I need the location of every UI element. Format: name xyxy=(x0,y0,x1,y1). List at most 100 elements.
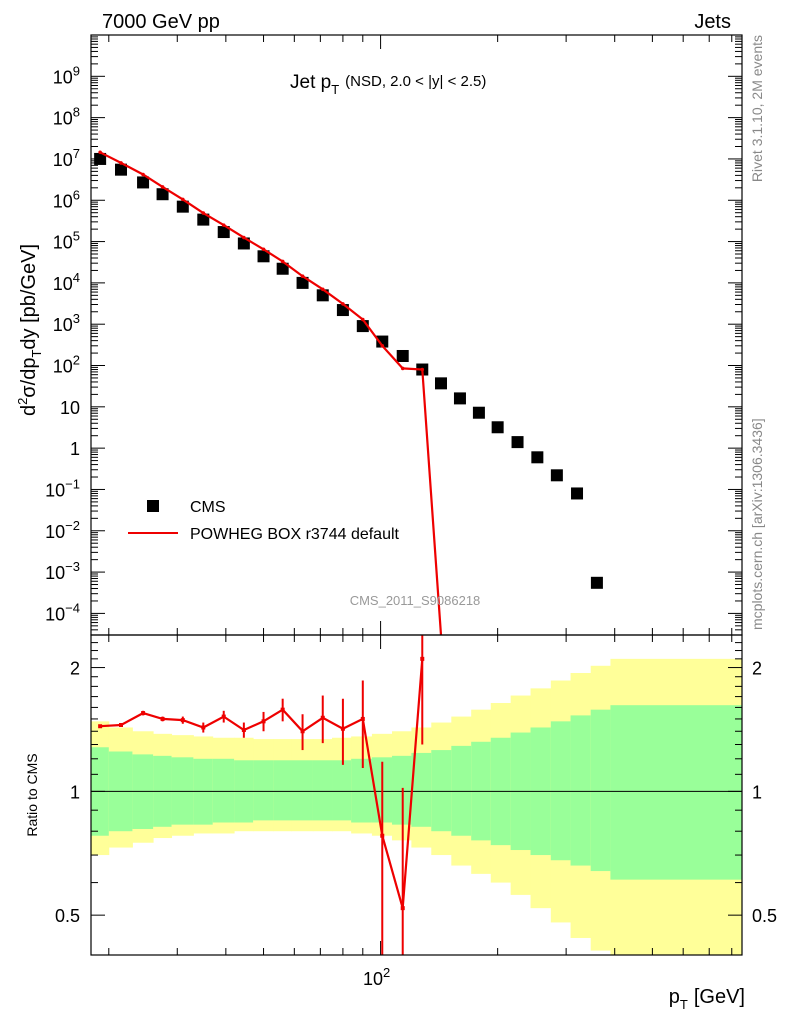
powheg-line xyxy=(99,151,443,636)
main-watermark: CMS_2011_S9086218 xyxy=(350,593,481,608)
y-axis-label-tail: dy [pb/GeV] xyxy=(18,244,40,350)
cms-data-point xyxy=(296,276,309,289)
legend-cms-label: CMS xyxy=(190,499,226,516)
powheg-point xyxy=(160,185,165,189)
main-panel-content: 10910810710610510410310210110−110−210−31… xyxy=(45,35,742,636)
legend-cms-marker xyxy=(147,500,159,512)
cms-data-point xyxy=(550,469,563,482)
powheg-point xyxy=(261,247,266,252)
header-right-label: Jets xyxy=(694,11,731,33)
main-y-tick-label: 102 xyxy=(53,353,80,377)
uncertainty-band-inner xyxy=(312,760,333,821)
main-y-tick-label: 105 xyxy=(53,229,80,253)
cms-data-point xyxy=(434,377,447,390)
ratio-y-axis-label: Ratio to CMS xyxy=(24,753,40,836)
main-title-main: Jet p xyxy=(290,72,331,93)
ratio-point xyxy=(420,656,425,661)
ratio-point xyxy=(221,714,226,719)
y-axis-label-sigma: σ/dp xyxy=(18,358,40,398)
main-panel: 10910810710610510410310210110−110−210−31… xyxy=(15,34,743,636)
cms-data-point xyxy=(472,406,485,419)
main-y-tick-label: 10 xyxy=(60,398,80,418)
cms-data-point xyxy=(94,152,107,165)
legend-powheg-label: POWHEG BOX r3744 default xyxy=(190,526,400,543)
ratio-point xyxy=(340,726,345,731)
cms-data-point xyxy=(491,421,504,434)
powheg-point xyxy=(420,367,425,372)
x-axis-label-t: T xyxy=(680,997,688,1012)
x-axis-label-unit: [GeV] xyxy=(694,986,745,1008)
x-axis-label: pT [GeV] xyxy=(669,986,745,1012)
main-y-tick-label: 107 xyxy=(53,146,80,170)
rivet-label: Rivet 3.1.10, 2M events xyxy=(749,35,765,182)
ratio-panel-frame xyxy=(90,634,743,956)
main-y-tick-label: 109 xyxy=(53,63,80,87)
main-y-tick-label: 103 xyxy=(53,311,80,335)
cms-data-point xyxy=(156,188,169,201)
uncertainty-band-inner xyxy=(253,760,274,821)
cms-data-point xyxy=(115,163,128,176)
powheg-point xyxy=(380,344,385,348)
cms-data-point xyxy=(257,250,270,263)
ratio-point xyxy=(160,716,165,721)
cms-data-point xyxy=(531,451,544,464)
cms-data-point xyxy=(590,576,603,589)
cms-data-point xyxy=(137,176,150,189)
main-title-extra: (NSD, 2.0 < |y| < 2.5) xyxy=(345,73,486,90)
uncertainty-band-inner xyxy=(590,709,611,872)
cms-data-point xyxy=(453,392,466,405)
x-tick-label: 102 xyxy=(363,965,390,989)
y-axis-label-t: T xyxy=(29,350,44,358)
ratio-point xyxy=(380,833,385,838)
uncertainty-band-inner xyxy=(610,705,743,880)
powheg-point xyxy=(221,223,226,227)
ratio-y-tick-label-left: 0.5 xyxy=(55,906,80,926)
main-panel-frame xyxy=(90,34,743,636)
header-left-label: 7000 GeV pp xyxy=(102,11,220,33)
powheg-point xyxy=(341,302,345,306)
y-axis-label-2: 2 xyxy=(15,398,30,405)
uncertainty-band-inner xyxy=(550,721,572,861)
main-y-tick-label: 104 xyxy=(53,270,80,294)
ratio-point xyxy=(280,707,285,712)
powheg-point xyxy=(201,211,206,215)
powheg-point xyxy=(320,287,325,292)
ratio-point xyxy=(141,711,146,716)
ratio-y-tick-label-right: 2 xyxy=(752,659,762,679)
uncertainty-band-inner xyxy=(212,758,235,823)
uncertainty-band-inner xyxy=(273,760,292,821)
cms-data-point xyxy=(376,335,389,348)
uncertainty-band-inner xyxy=(431,750,452,832)
ratio-point xyxy=(320,715,325,720)
uncertainty-band-inner xyxy=(351,758,373,823)
ratio-point xyxy=(98,724,103,729)
ratio-y-tick-label-right: 1 xyxy=(752,782,762,802)
main-y-tick-label: 10−3 xyxy=(45,559,80,583)
uncertainty-band-inner xyxy=(332,760,352,821)
uncertainty-band-inner xyxy=(291,760,314,821)
powheg-point xyxy=(360,317,365,322)
ratio-point xyxy=(261,719,266,724)
uncertainty-band-inner xyxy=(451,745,472,836)
ratio-y-tick-label-right: 0.5 xyxy=(752,906,777,926)
cms-data-point xyxy=(511,436,524,449)
ratio-panel-content: 2 2 1 1 0.5 0.5 102 xyxy=(55,634,777,989)
mcplots-label: mcplots.cern.ch [arXiv:1306.3436] xyxy=(749,418,765,630)
ratio-point xyxy=(180,718,185,723)
ratio-panel: 2 2 1 1 0.5 0.5 102 Ratio to CMS pT [GeV] xyxy=(24,634,777,1012)
powheg-point xyxy=(300,274,305,279)
legend: CMS POWHEG BOX r3744 default xyxy=(128,499,400,543)
ratio-point xyxy=(201,725,206,730)
powheg-point xyxy=(280,259,285,264)
ratio-point xyxy=(119,722,124,727)
ratio-point xyxy=(360,716,365,721)
uncertainty-band-inner xyxy=(570,715,592,866)
main-y-tick-label: 10−4 xyxy=(45,600,80,624)
powheg-point xyxy=(119,161,123,165)
main-y-tick-label: 1 xyxy=(70,439,80,459)
ratio-y-tick-label-left: 1 xyxy=(70,782,80,802)
powheg-point xyxy=(141,172,145,177)
main-y-tick-label: 106 xyxy=(53,187,80,211)
